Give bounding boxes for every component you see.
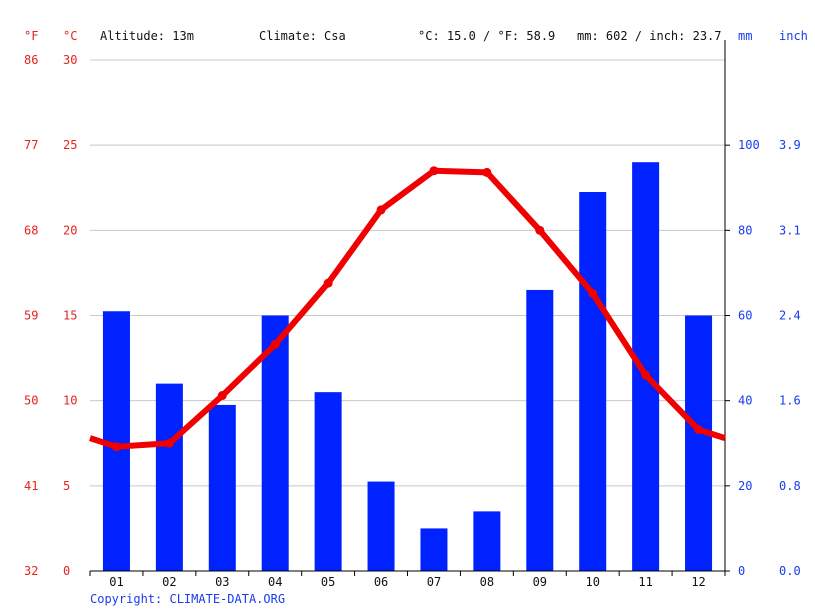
y-tick-inch: 0.0 bbox=[779, 564, 801, 578]
temperature-point bbox=[217, 391, 227, 401]
y-tick-inch: 3.1 bbox=[779, 223, 801, 237]
temperature-point bbox=[376, 205, 386, 215]
x-tick-month: 10 bbox=[585, 575, 599, 589]
unit-inch-label: inch bbox=[779, 29, 808, 43]
grid-lines bbox=[90, 59, 725, 487]
temperature-line bbox=[89, 167, 726, 450]
precipitation-bar bbox=[579, 192, 607, 571]
unit-mm-label: mm bbox=[738, 29, 752, 43]
precipitation-bar bbox=[261, 315, 289, 571]
x-tick-month: 02 bbox=[162, 575, 176, 589]
temperature-point bbox=[323, 278, 333, 288]
unit-c-label: °C bbox=[63, 29, 77, 43]
precipitation-bar bbox=[367, 481, 395, 571]
temperature-point bbox=[111, 442, 121, 452]
y-tick-celsius: 15 bbox=[63, 309, 77, 323]
y-tick-celsius: 20 bbox=[63, 223, 77, 237]
precipitation-bar bbox=[473, 511, 501, 571]
x-tick-month: 06 bbox=[374, 575, 388, 589]
x-tick-month: 05 bbox=[321, 575, 335, 589]
precipitation-bars bbox=[102, 162, 713, 571]
y-tick-mm: 40 bbox=[738, 394, 752, 408]
y-tick-inch: 2.4 bbox=[779, 309, 801, 323]
temperature-point bbox=[694, 425, 704, 435]
temperature-point bbox=[535, 225, 545, 235]
x-tick-month: 11 bbox=[638, 575, 652, 589]
y-tick-celsius: 30 bbox=[63, 53, 77, 67]
axes bbox=[90, 40, 726, 572]
y-tick-mm: 60 bbox=[738, 309, 752, 323]
temperature-point bbox=[588, 288, 598, 298]
y-tick-fahrenheit: 50 bbox=[24, 394, 38, 408]
unit-f-label: °F bbox=[24, 29, 38, 43]
y-tick-inch: 1.6 bbox=[779, 394, 801, 408]
x-tick-month: 09 bbox=[533, 575, 547, 589]
y-tick-fahrenheit: 41 bbox=[24, 479, 38, 493]
copyright-link[interactable]: Copyright: CLIMATE-DATA.ORG bbox=[90, 592, 286, 606]
precipitation-bar bbox=[314, 392, 342, 571]
y-tick-celsius: 25 bbox=[63, 138, 77, 152]
y-tick-fahrenheit: 77 bbox=[24, 138, 38, 152]
temperature-point bbox=[641, 370, 651, 380]
y-tick-fahrenheit: 32 bbox=[24, 564, 38, 578]
y-tick-inch: 0.8 bbox=[779, 479, 801, 493]
y-tick-fahrenheit: 68 bbox=[24, 223, 38, 237]
climate-label: Climate: Csa bbox=[259, 29, 346, 43]
precipitation-bar bbox=[208, 404, 236, 571]
y-tick-celsius: 0 bbox=[63, 564, 70, 578]
y-tick-mm: 80 bbox=[738, 223, 752, 237]
temp-summary-label: °C: 15.0 / °F: 58.9 bbox=[418, 29, 555, 43]
precip-summary-label: mm: 602 / inch: 23.7 bbox=[577, 29, 722, 43]
y-tick-mm: 100 bbox=[738, 138, 760, 152]
temperature-line-group bbox=[89, 166, 726, 452]
y-tick-fahrenheit: 59 bbox=[24, 309, 38, 323]
precipitation-bar bbox=[685, 315, 713, 571]
x-tick-month: 01 bbox=[109, 575, 123, 589]
temperature-point bbox=[429, 166, 439, 176]
temperature-point bbox=[482, 167, 492, 177]
temperature-point bbox=[270, 339, 280, 349]
x-tick-month: 03 bbox=[215, 575, 229, 589]
y-tick-mm: 0 bbox=[738, 564, 745, 578]
x-tick-month: 08 bbox=[480, 575, 494, 589]
precipitation-bar bbox=[155, 383, 183, 571]
precipitation-bar bbox=[526, 289, 554, 571]
x-tick-month: 12 bbox=[691, 575, 705, 589]
temperature-point bbox=[164, 438, 174, 448]
y-tick-mm: 20 bbox=[738, 479, 752, 493]
x-tick-month: 07 bbox=[427, 575, 441, 589]
y-tick-celsius: 10 bbox=[63, 394, 77, 408]
altitude-label: Altitude: 13m bbox=[100, 29, 194, 43]
y-tick-celsius: 5 bbox=[63, 479, 70, 493]
precipitation-bar bbox=[632, 162, 660, 571]
y-tick-inch: 3.9 bbox=[779, 138, 801, 152]
precipitation-bar bbox=[420, 528, 448, 571]
y-tick-fahrenheit: 86 bbox=[24, 53, 38, 67]
x-tick-month: 04 bbox=[268, 575, 282, 589]
